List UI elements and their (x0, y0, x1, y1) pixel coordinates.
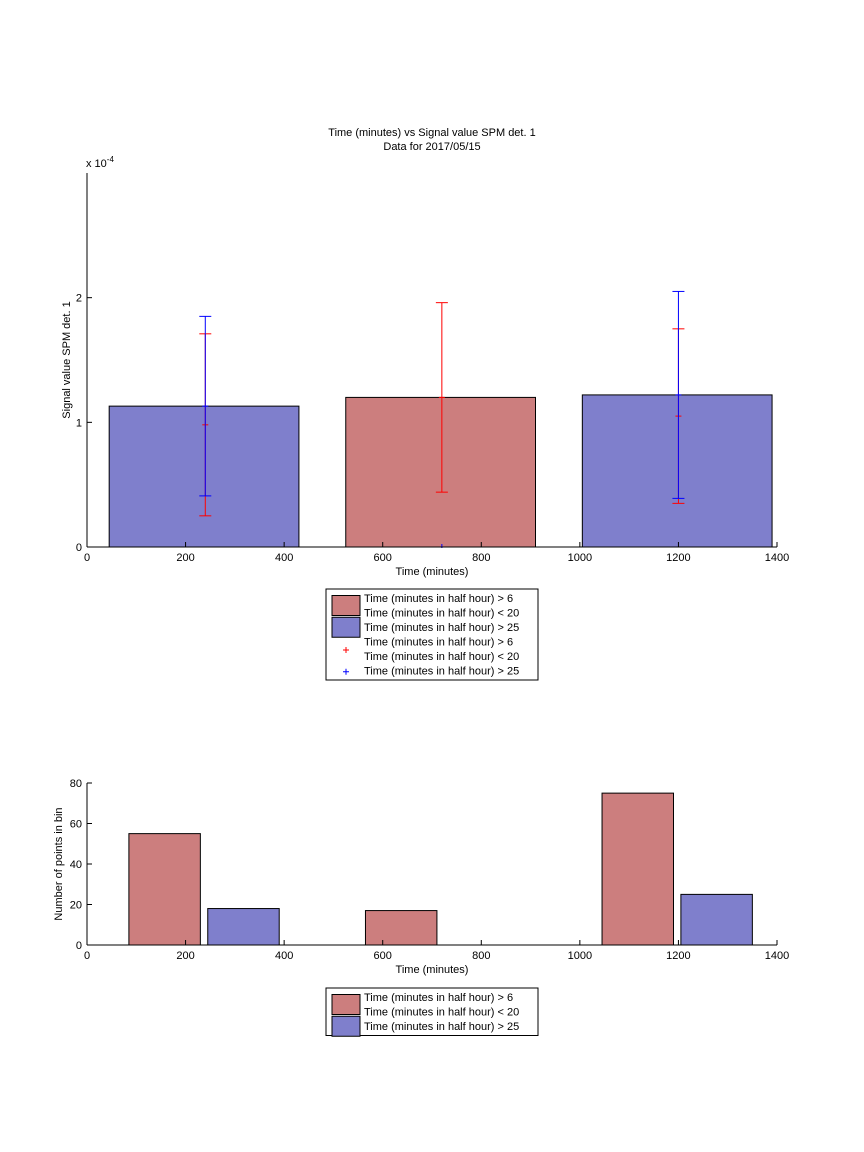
count-chart: 0 200 400 600 800 1000 1200 1400 0 20 40 60 80 Time … (53, 778, 789, 1037)
y-exponent-power: -4 (107, 155, 115, 164)
chart-subtitle: Data for 2017/05/15 (383, 141, 480, 153)
y-axis-label: Signal value SPM det. 1 (61, 301, 73, 418)
y-tick-label: 80 (70, 778, 82, 790)
y-tick-label: 40 (70, 859, 82, 871)
x-axis-label: Time (minutes) (396, 964, 469, 976)
svg-text:x 10-4: x 10-4 (86, 155, 114, 170)
legend-label: Time (minutes in half hour) < 20 (364, 608, 519, 620)
x-tick-label: 0 (84, 552, 90, 564)
bar-group_b (108, 405, 300, 548)
y-tick-label: 2 (76, 293, 82, 305)
y-exponent-label: x 10-4 (86, 155, 114, 170)
y-tick-label: 0 (76, 940, 82, 952)
x-tick-label: 200 (176, 950, 194, 962)
y-tick-label: 60 (70, 819, 82, 831)
legend-label: Time (minutes in half hour) > 25 (364, 666, 519, 678)
legend-label: Time (minutes in half hour) < 20 (364, 651, 519, 663)
legend: Time (minutes in half hour) > 6 Time (min… (325, 987, 539, 1037)
x-tick-label: 600 (374, 552, 392, 564)
axes: 0 200 400 600 800 1000 1200 1400 0 1 2 (76, 173, 789, 564)
y-tick-label: 20 (70, 900, 82, 912)
y-tick-label: 1 (76, 417, 82, 429)
legend-label: Time (minutes in half hour) > 25 (364, 622, 519, 634)
bar-group_b (207, 908, 280, 946)
x-tick-label: 400 (275, 552, 293, 564)
legend-swatch-group_b (331, 1015, 361, 1037)
x-tick-label: 1200 (666, 552, 690, 564)
bar-group_a (128, 833, 201, 946)
chart-title: Time (minutes) vs Signal value SPM det. … (328, 127, 535, 139)
x-tick-label: 0 (84, 950, 90, 962)
legend-label: Time (minutes in half hour) < 20 (364, 1007, 519, 1019)
legend-box (325, 588, 539, 681)
legend: Time (minutes in half hour) > 6 Time (min… (325, 588, 539, 681)
legend-label: Time (minutes in half hour) > 25 (364, 1021, 519, 1033)
x-tick-label: 600 (374, 950, 392, 962)
legend-label: Time (minutes in half hour) > 6 (364, 593, 513, 605)
x-tick-label: 800 (472, 552, 490, 564)
bar-group_a (345, 396, 536, 548)
bar-group_b (581, 394, 773, 548)
legend-swatch-group_a (331, 595, 361, 616)
bars-group (108, 394, 773, 548)
bar-group_a (601, 792, 674, 946)
bar-group_a (364, 910, 438, 946)
legend-box (325, 987, 539, 1036)
x-tick-label: 1200 (666, 950, 690, 962)
x-tick-label: 800 (472, 950, 490, 962)
x-tick-label: 1400 (765, 950, 789, 962)
legend-swatch-group_b (331, 616, 361, 638)
signal-chart: Time (minutes) vs Signal value SPM det. … (61, 127, 789, 681)
x-tick-label: 400 (275, 950, 293, 962)
legend-label: Time (minutes in half hour) > 6 (364, 637, 513, 649)
x-tick-label: 1400 (765, 552, 789, 564)
bars-group (128, 792, 753, 946)
x-tick-label: 200 (176, 552, 194, 564)
axes: 0 200 400 600 800 1000 1200 1400 0 20 40 60 80 (70, 778, 789, 962)
bar-group_b (680, 893, 753, 946)
x-axis-label: Time (minutes) (396, 566, 469, 578)
y-tick-label: 0 (76, 542, 82, 554)
legend-swatch-group_a (331, 994, 361, 1015)
x-tick-label: 1000 (568, 552, 592, 564)
x-tick-label: 1000 (568, 950, 592, 962)
legend-label: Time (minutes in half hour) > 6 (364, 992, 513, 1004)
y-exponent-base: x 10 (86, 158, 107, 170)
y-axis-label: Number of points in bin (53, 807, 65, 920)
